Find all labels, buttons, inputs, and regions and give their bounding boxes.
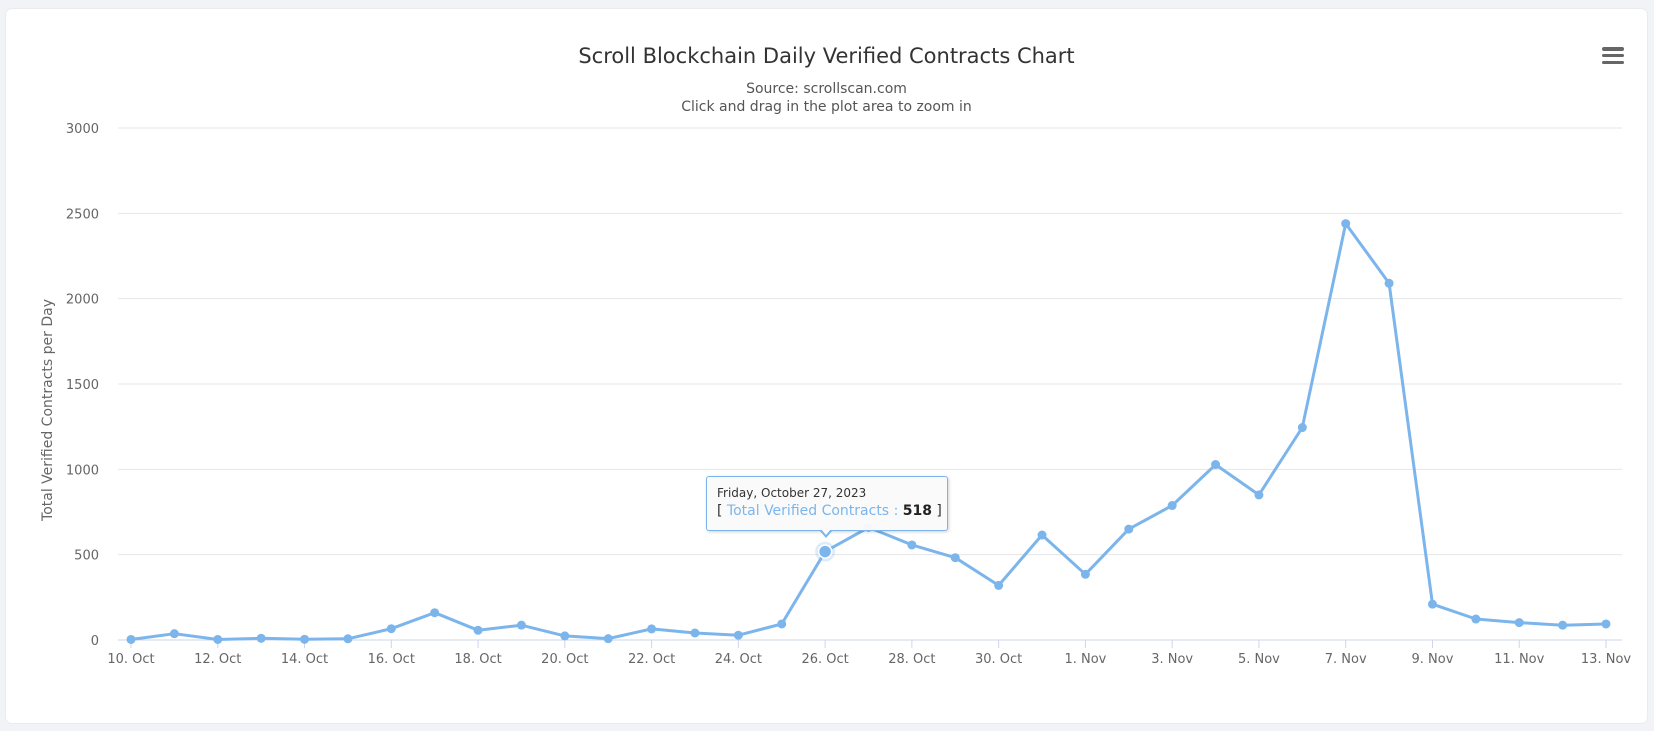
- data-point[interactable]: [1124, 524, 1134, 534]
- x-tick-label: 28. Oct: [888, 652, 935, 667]
- x-tick-label: 11. Nov: [1494, 652, 1544, 667]
- chart-subtitle: Source: scrollscan.com: [746, 81, 907, 97]
- x-tick-label: 22. Oct: [628, 652, 675, 667]
- data-point[interactable]: [1427, 599, 1437, 609]
- hamburger-menu-icon[interactable]: [1602, 47, 1624, 65]
- data-point[interactable]: [647, 624, 657, 634]
- y-tick-label: 3000: [66, 122, 99, 137]
- data-point[interactable]: [516, 620, 526, 630]
- x-tick-label: 7. Nov: [1325, 652, 1367, 667]
- x-tick-label: 24. Oct: [715, 652, 762, 667]
- data-point[interactable]: [300, 634, 310, 644]
- data-point[interactable]: [1211, 460, 1221, 470]
- x-tick-label: 5. Nov: [1238, 652, 1280, 667]
- y-tick-label: 1000: [66, 463, 99, 478]
- x-tick-label: 9. Nov: [1412, 652, 1454, 667]
- data-point[interactable]: [473, 625, 483, 635]
- data-point[interactable]: [256, 633, 266, 643]
- tooltip-close-bracket: ]: [936, 503, 942, 519]
- data-point[interactable]: [169, 629, 179, 639]
- data-point[interactable]: [733, 630, 743, 640]
- tooltip-arrow-inner: [821, 529, 831, 535]
- series-line-path: [129, 222, 1608, 641]
- x-axis-ticks: 10. Oct 12. Oct 14. Oct 16. Oct 18. Oct 20. O…: [107, 640, 1631, 667]
- data-point[interactable]: [907, 540, 917, 550]
- data-point[interactable]: [1297, 423, 1307, 433]
- chart-title: Scroll Blockchain Daily Verified Contrac…: [578, 44, 1075, 68]
- data-point[interactable]: [1080, 569, 1090, 579]
- data-point[interactable]: [1384, 278, 1394, 288]
- x-tick-label: 30. Oct: [975, 652, 1022, 667]
- x-tick-label: 18. Oct: [454, 652, 501, 667]
- data-point[interactable]: [1167, 501, 1177, 511]
- data-point[interactable]: [1037, 530, 1047, 540]
- tooltip-date: Friday, October 27, 2023: [717, 486, 867, 500]
- x-tick-label: 14. Oct: [281, 652, 328, 667]
- data-point[interactable]: [1341, 219, 1351, 229]
- tooltip: Friday, October 27, 2023 [ Total Verifie…: [706, 476, 948, 531]
- x-tick-label: 12. Oct: [194, 652, 241, 667]
- data-point[interactable]: [1601, 619, 1611, 629]
- tooltip-row: [ Total Verified Contracts : 518 ]: [717, 503, 942, 519]
- data-point[interactable]: [213, 634, 223, 644]
- grid-lines: [118, 127, 1622, 641]
- x-tick-label: 16. Oct: [368, 652, 415, 667]
- data-point[interactable]: [994, 580, 1004, 590]
- x-tick-label: 3. Nov: [1151, 652, 1193, 667]
- x-tick-label: 20. Oct: [541, 652, 588, 667]
- series-points: [126, 219, 1611, 644]
- tooltip-series-label: Total Verified Contracts: [726, 503, 890, 519]
- tooltip-separator: :: [893, 503, 899, 519]
- series-line: [129, 222, 1608, 641]
- tooltip-open-bracket: [: [717, 503, 723, 519]
- data-point[interactable]: [126, 634, 136, 644]
- data-point[interactable]: [690, 628, 700, 638]
- y-tick-label: 2000: [66, 293, 99, 308]
- tooltip-value: 518: [902, 503, 932, 519]
- x-tick-label: 26. Oct: [801, 652, 848, 667]
- data-point[interactable]: [603, 634, 613, 644]
- y-tick-label: 2500: [66, 207, 99, 222]
- data-point[interactable]: [1514, 618, 1524, 628]
- x-tick-label: 1. Nov: [1064, 652, 1106, 667]
- data-point[interactable]: [343, 634, 353, 644]
- data-point[interactable]: [430, 608, 440, 618]
- data-point[interactable]: [777, 619, 787, 629]
- data-point-highlighted[interactable]: [817, 544, 833, 559]
- x-tick-label: 10. Oct: [107, 652, 154, 667]
- y-axis-ticks: 0 500 1000 1500 2000 2500 3000: [66, 122, 99, 649]
- y-tick-label: 500: [74, 549, 99, 564]
- data-point[interactable]: [1254, 490, 1264, 500]
- y-tick-label: 0: [91, 634, 99, 649]
- data-point[interactable]: [1558, 620, 1568, 630]
- data-point[interactable]: [386, 624, 396, 634]
- data-point[interactable]: [1471, 614, 1481, 624]
- x-tick-label: 13. Nov: [1581, 652, 1631, 667]
- y-tick-label: 1500: [66, 378, 99, 393]
- data-point[interactable]: [950, 553, 960, 563]
- y-axis-title: Total Verified Contracts per Day: [40, 299, 56, 522]
- zoom-hint: Click and drag in the plot area to zoom …: [681, 99, 972, 115]
- data-point[interactable]: [560, 631, 570, 641]
